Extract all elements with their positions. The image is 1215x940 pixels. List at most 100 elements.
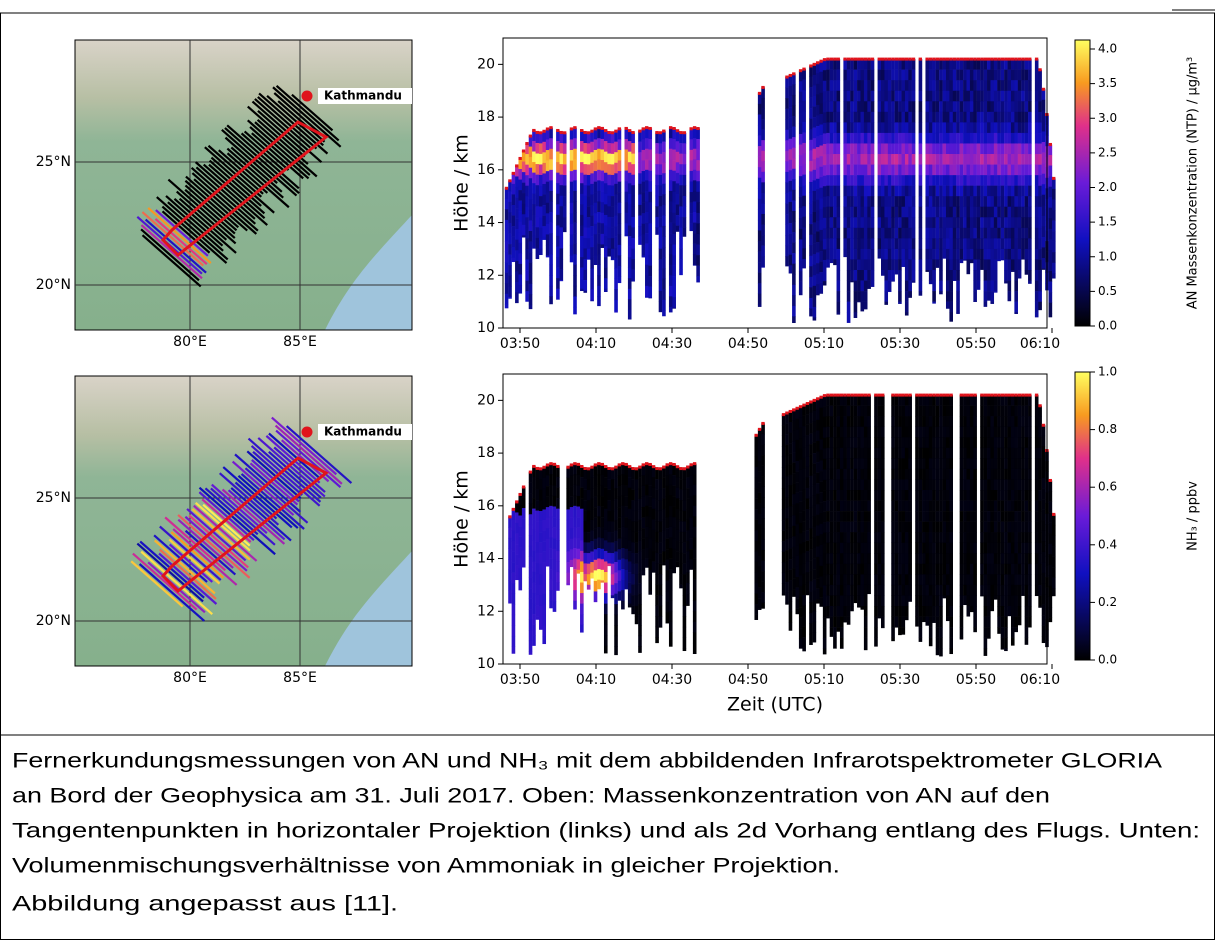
curtain-cell — [830, 511, 834, 522]
curtain-cell — [902, 627, 906, 635]
curtain-cell — [970, 437, 974, 448]
tropopause — [1014, 394, 1017, 397]
curtain-cell — [583, 132, 587, 143]
curtain-cell — [539, 522, 543, 533]
curtain-cell — [806, 562, 810, 573]
curtain-cell — [1011, 165, 1015, 176]
curtain-cell — [932, 291, 936, 302]
curtain-cell — [635, 469, 639, 480]
curtain-cell — [618, 570, 622, 581]
curtain-cell — [662, 467, 666, 478]
curtain-cell — [895, 574, 899, 585]
curtain-cell — [826, 186, 830, 197]
curtain-cell — [943, 133, 947, 144]
curtain-cell — [1004, 522, 1008, 533]
curtain-cell — [949, 122, 953, 133]
curtain-cell — [563, 164, 567, 175]
curtain-cell — [604, 131, 608, 142]
curtain-cell — [1008, 165, 1012, 176]
tropopause — [505, 187, 508, 190]
curtain-cell — [758, 482, 762, 493]
curtain-cell — [980, 249, 984, 260]
curtain-cell — [672, 160, 676, 171]
curtain-cell — [895, 91, 899, 102]
curtain-cell — [943, 112, 947, 123]
curtain-cell — [583, 206, 587, 217]
curtain-cell — [573, 559, 577, 570]
curtain-cell — [785, 172, 789, 183]
curtain-cell — [813, 421, 817, 432]
curtain-cell — [881, 207, 885, 218]
curtain-cell — [659, 564, 663, 575]
curtain-cell — [819, 492, 823, 503]
curtain-cell — [997, 70, 1001, 81]
curtain-cell — [597, 485, 601, 496]
curtain-cell — [973, 479, 977, 490]
curtain-cell — [932, 564, 936, 575]
curtain-cell — [823, 186, 827, 197]
curtain-cell — [864, 585, 868, 596]
lon-label: 85°E — [283, 670, 317, 686]
curtain-cell — [881, 416, 885, 427]
curtain-cell — [925, 427, 929, 438]
curtain-cell — [789, 213, 793, 224]
curtain-cell — [659, 301, 663, 312]
curtain-cell — [949, 302, 953, 313]
curtain-cell — [895, 595, 899, 606]
curtain-cell — [587, 543, 591, 554]
curtain-cell — [1001, 165, 1005, 176]
curtain-cell — [515, 555, 519, 566]
curtain-cell — [696, 129, 700, 140]
curtain-cell — [686, 562, 690, 573]
curtain-cell — [1008, 207, 1012, 218]
curtain-cell — [919, 70, 923, 81]
curtain-cell — [939, 595, 943, 606]
curtain-cell — [676, 152, 680, 163]
curtain-cell — [645, 223, 649, 234]
curtain-cell — [936, 207, 940, 218]
curtain-cell — [652, 562, 656, 573]
curtain-cell — [662, 152, 666, 163]
curtain-cell — [960, 406, 964, 417]
curtain-cell — [1014, 228, 1018, 239]
curtain-cell — [843, 501, 847, 512]
curtain-cell — [672, 517, 676, 528]
curtain-cell — [860, 122, 864, 133]
curtain-cell — [932, 186, 936, 197]
curtain-cell — [867, 395, 871, 406]
tropopause — [648, 463, 651, 466]
curtain-cell — [546, 518, 550, 529]
curtain-cell — [823, 133, 827, 144]
curtain-cell — [696, 213, 700, 224]
curtain-cell — [583, 291, 587, 293]
curtain-cell — [1018, 501, 1022, 512]
curtain-cell — [570, 255, 574, 262]
curtain-cell — [1038, 585, 1042, 596]
curtain-cell — [970, 122, 974, 133]
curtain-cell — [607, 553, 611, 564]
curtain-cell — [864, 175, 868, 186]
curtain-cell — [878, 249, 882, 259]
y-tick-label: 18 — [477, 109, 495, 125]
curtain-cell — [902, 479, 906, 490]
curtain-cell — [967, 585, 971, 596]
curtain-cell — [625, 580, 629, 589]
curtain-cell — [536, 542, 540, 553]
curtain-cell — [1001, 101, 1005, 112]
curtain-cell — [867, 511, 871, 522]
tropopause — [987, 394, 990, 397]
curtain-cell — [977, 133, 981, 144]
curtain-cell — [638, 152, 642, 163]
curtain-cell — [997, 448, 1001, 459]
curtain-cell — [857, 249, 861, 260]
curtain-cell — [925, 186, 929, 197]
curtain-cell — [573, 233, 577, 244]
curtain-cell — [830, 469, 834, 480]
curtain-cell — [635, 553, 639, 564]
curtain-cell — [802, 80, 806, 91]
curtain-cell — [631, 595, 635, 606]
curtain-cell — [594, 182, 598, 193]
curtain-cell — [614, 268, 618, 279]
curtain-cell — [689, 129, 693, 140]
curtain-cell — [1049, 282, 1053, 293]
